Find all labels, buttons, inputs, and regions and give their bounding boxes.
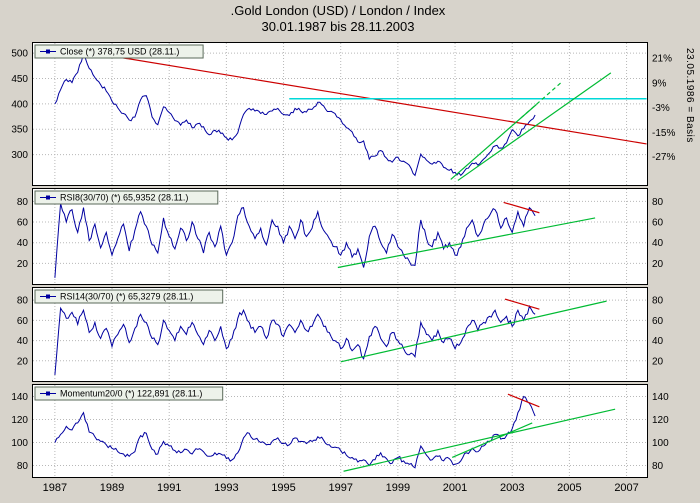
y-axis-label: 120: [11, 415, 28, 426]
rsi14-series: [54, 304, 536, 375]
y-axis-label: 20: [17, 356, 29, 367]
y-axis-label: 60: [17, 218, 29, 229]
x-axis-label: 1991: [157, 482, 181, 494]
x-axis-label: 2005: [557, 482, 581, 494]
x-axis-label: 1999: [386, 482, 410, 494]
legend-label: Close (*) 378,75 USD (28.11.): [60, 47, 179, 57]
trend-line-green: [451, 422, 533, 459]
legend-label: Momentum20/0 (*) 122,891 (28.11.): [60, 389, 202, 399]
y-axis-label: 350: [11, 125, 28, 136]
y-axis-label-right: 60: [652, 218, 664, 229]
y-axis-label-right: 20: [652, 259, 664, 270]
y-axis-label: 40: [17, 336, 29, 347]
panel-price: 300 350 400 450 500 21% 9% -3% -15% -27% Close (*)…: [11, 42, 675, 186]
rsi8-series: [54, 203, 536, 278]
y-axis-label-right: 40: [652, 238, 664, 249]
panel-rsi14: 20 20 40 40 60 60 80 80 RSI14(30/70) (*) 65,3279…: [17, 287, 664, 382]
chart-subtitle: 30.01.1987 bis 28.11.2003: [261, 19, 415, 34]
chart-title: .Gold London (USD) / London / Index: [230, 3, 446, 18]
legend-marker: [46, 195, 50, 200]
x-axis-label: 2007: [614, 482, 638, 494]
y-axis-label-right: 80: [652, 296, 664, 307]
panel-momentum: 80 80 100 100 120 120 140 140 Momentum20/0 (*) 1…: [11, 384, 669, 478]
x-axis-labels: 1987 1989 1991 1993 1995 1997 1999 2001 2003 2005…: [0, 478, 700, 498]
y-axis-label-right: 60: [652, 316, 664, 327]
trend-line-red: [84, 51, 647, 145]
y-axis-label: 400: [11, 99, 28, 110]
y-axis-label-right: 80: [652, 197, 664, 208]
x-axis: 1987 1989 1991 1993 1995 1997 1999 2001 2003 2005…: [43, 482, 639, 494]
y-axis-label: 80: [17, 461, 29, 472]
y-axis-label: 80: [17, 296, 29, 307]
panel-bg: [32, 42, 648, 186]
legend-box[interactable]: [34, 44, 204, 59]
pct-axis-label: 9%: [652, 79, 667, 90]
y-axis-label: 300: [11, 150, 28, 161]
momentum-series: [54, 395, 536, 469]
pct-axis-label: -3%: [652, 103, 670, 114]
y-axis-label-right: 40: [652, 336, 664, 347]
trend-line-green: [520, 81, 563, 119]
trend-line-red: [504, 298, 540, 310]
legend-box[interactable]: [34, 190, 219, 205]
pct-axis-label: -15%: [652, 128, 675, 139]
legend-box[interactable]: [34, 289, 224, 304]
trend-line-green: [340, 300, 607, 363]
y-axis-label: 40: [17, 238, 29, 249]
trend-line-green: [457, 72, 612, 181]
basis-axis-label: 23.05.1986 = Basis: [684, 48, 695, 143]
legend-box[interactable]: [34, 386, 224, 401]
y-axis-label-right: 80: [652, 461, 664, 472]
x-axis-label: 2003: [500, 482, 524, 494]
y-axis-label: 80: [17, 197, 29, 208]
x-axis-label: 1993: [214, 482, 238, 494]
y-axis-label-right: 120: [652, 415, 669, 426]
trend-line-red: [503, 201, 540, 214]
y-axis-label: 20: [17, 259, 29, 270]
legend-label: RSI8(30/70) (*) 65,9352 (28.11.): [60, 193, 188, 203]
legend-marker: [46, 391, 50, 396]
y-axis-label: 450: [11, 74, 28, 85]
y-axis-label-right: 140: [652, 392, 669, 403]
pct-axis-label: -27%: [652, 152, 675, 163]
y-axis-label-right: 100: [652, 438, 669, 449]
legend-marker: [46, 49, 50, 54]
x-axis-label: 1997: [328, 482, 352, 494]
price-series: [54, 51, 536, 177]
legend-marker: [46, 294, 50, 299]
y-axis-label: 140: [11, 392, 28, 403]
panel-rsi8: 20 20 40 40 60 60 80 80 RSI8(30/70) (*) 65,9352 …: [17, 188, 664, 285]
x-axis-label: 1987: [43, 482, 67, 494]
pct-axis-label: 21%: [652, 54, 672, 65]
trend-line-red: [507, 393, 540, 408]
trend-line-green: [337, 217, 596, 269]
trend-line-green: [343, 408, 616, 472]
y-axis-label: 100: [11, 438, 28, 449]
x-axis-label: 2001: [443, 482, 467, 494]
legend-label: RSI14(30/70) (*) 65,3279 (28.11.): [60, 292, 193, 302]
y-axis-label: 60: [17, 316, 29, 327]
y-axis-label-right: 20: [652, 356, 664, 367]
y-axis-label: 500: [11, 49, 28, 60]
x-axis-label: 1989: [100, 482, 124, 494]
x-axis-label: 1995: [271, 482, 295, 494]
